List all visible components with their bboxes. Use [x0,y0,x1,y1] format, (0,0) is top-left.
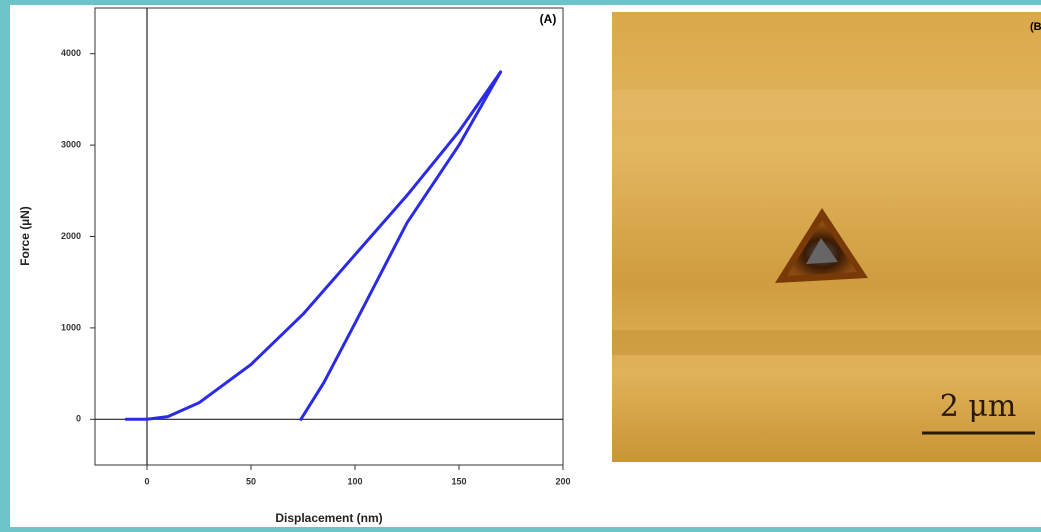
indent-center [806,238,838,264]
panel-label: (A) [540,12,557,26]
x-tick-label: 150 [451,476,466,486]
afm-image: (B 2 μm [612,12,1041,462]
y-tick-label: 1000 [61,322,81,332]
y-tick-label: 3000 [61,139,81,149]
y-tick-label: 2000 [61,231,81,241]
y-tick-label: 0 [76,414,81,424]
x-axis-label: Displacement (nm) [275,511,382,525]
chart: (A) Displacement (nm) Force (µN) 0 50 100 1… [18,7,571,525]
data-line [299,70,503,421]
x-tick-label: 0 [144,476,149,486]
texture-band [612,330,1041,355]
panel-label: (B [1030,21,1041,33]
x-tick-label: 200 [555,476,570,486]
x-tick-label: 50 [246,476,256,486]
y-axis-label: Force (µN) [18,206,32,266]
scale-label: 2 μm [940,389,1017,424]
x-tick-label: 100 [347,476,362,486]
y-tick-label: 4000 [61,48,81,58]
data-line [124,70,503,421]
texture-band [612,90,1041,120]
